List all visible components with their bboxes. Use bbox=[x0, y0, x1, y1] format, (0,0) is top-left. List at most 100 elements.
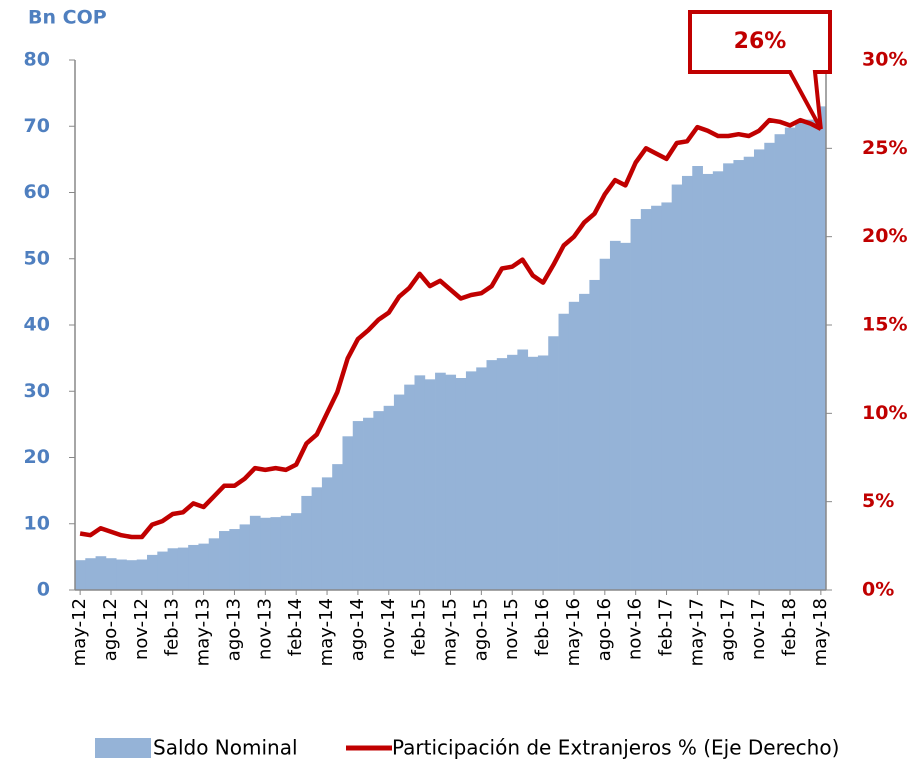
bar bbox=[363, 417, 374, 590]
bar bbox=[795, 122, 806, 590]
bar bbox=[517, 349, 529, 590]
bar bbox=[414, 375, 426, 590]
bar bbox=[136, 559, 148, 590]
x-tick-label: may-15 bbox=[440, 598, 461, 666]
x-tick-label: feb-18 bbox=[779, 598, 800, 656]
x-tick-label: ago-17 bbox=[717, 598, 738, 661]
bar bbox=[702, 173, 714, 590]
bar bbox=[815, 106, 827, 590]
bar bbox=[126, 560, 138, 590]
line bbox=[79, 117, 822, 540]
bar bbox=[486, 360, 498, 590]
x-tick-label: nov-14 bbox=[378, 598, 399, 660]
bar bbox=[291, 513, 302, 590]
bar bbox=[383, 405, 395, 590]
x-tick-label: may-14 bbox=[316, 598, 337, 666]
bar bbox=[424, 379, 436, 590]
bar bbox=[105, 558, 117, 590]
x-tick-label: may-12 bbox=[69, 598, 90, 666]
y-tick-label: 80 bbox=[24, 49, 50, 71]
y-tick-label: 0 bbox=[37, 579, 50, 601]
bar bbox=[640, 209, 652, 590]
bar bbox=[805, 119, 817, 590]
bar bbox=[445, 374, 457, 590]
y2-tick-label: 20% bbox=[862, 225, 907, 247]
bar bbox=[157, 551, 168, 590]
bar bbox=[671, 184, 683, 591]
bar bbox=[188, 544, 199, 590]
legend-label: Saldo Nominal bbox=[153, 736, 298, 760]
x-tick-label: nov-12 bbox=[131, 598, 152, 660]
y2-tick-label: 5% bbox=[862, 490, 894, 512]
bar bbox=[455, 378, 467, 590]
bar bbox=[527, 356, 539, 590]
x-tick-label: ago-12 bbox=[100, 598, 121, 661]
bar bbox=[311, 487, 323, 590]
bar bbox=[270, 517, 282, 590]
bar bbox=[75, 560, 86, 590]
bar bbox=[681, 175, 693, 590]
bar bbox=[147, 554, 158, 590]
y-tick-label: 70 bbox=[24, 115, 50, 137]
bar bbox=[393, 394, 405, 590]
bar bbox=[465, 371, 477, 590]
bar bbox=[661, 202, 673, 590]
bar bbox=[507, 354, 518, 590]
bar bbox=[568, 301, 580, 590]
bar bbox=[198, 543, 210, 590]
bar bbox=[753, 149, 765, 590]
x-tick-label: may-16 bbox=[563, 598, 584, 666]
bar bbox=[774, 134, 786, 590]
bar bbox=[609, 240, 621, 591]
x-tick-label: nov-17 bbox=[748, 598, 769, 660]
bar bbox=[85, 558, 96, 590]
bar bbox=[332, 464, 343, 590]
y2-tick-label: 15% bbox=[862, 314, 907, 336]
y-tick-label: 20 bbox=[24, 446, 50, 468]
x-tick-label: ago-14 bbox=[347, 598, 368, 661]
y-tick-label: 10 bbox=[24, 512, 50, 534]
bar bbox=[558, 313, 570, 590]
legend-label: Participación de Extranjeros % (Eje Dere… bbox=[392, 736, 839, 760]
x-tick-label: may-13 bbox=[193, 598, 214, 666]
bar bbox=[651, 205, 662, 590]
x-tick-label: feb-13 bbox=[162, 598, 183, 656]
bar bbox=[208, 538, 220, 590]
bar bbox=[764, 142, 775, 590]
y2-tick-label: 25% bbox=[862, 137, 907, 159]
x-tick-label: may-18 bbox=[810, 598, 831, 666]
bar bbox=[743, 156, 755, 590]
y2-tick-label: 30% bbox=[862, 49, 907, 71]
x-tick-label: feb-14 bbox=[285, 598, 306, 656]
bar bbox=[239, 524, 251, 590]
y-tick-label: 30 bbox=[24, 380, 50, 402]
y-tick-label: 40 bbox=[24, 314, 50, 336]
bar bbox=[476, 367, 487, 590]
x-tick-label: nov-16 bbox=[625, 598, 646, 660]
annotation-box bbox=[688, 10, 832, 130]
bar bbox=[229, 529, 241, 590]
y2-tick-label: 0% bbox=[862, 579, 894, 601]
bar bbox=[435, 372, 446, 590]
bar bbox=[373, 411, 385, 590]
bar bbox=[167, 548, 179, 590]
bar bbox=[404, 384, 415, 590]
bar bbox=[784, 127, 796, 590]
bar bbox=[352, 421, 364, 590]
bar bbox=[630, 219, 642, 590]
bar bbox=[692, 166, 703, 590]
bar bbox=[620, 242, 631, 590]
x-tick-label: nov-13 bbox=[254, 598, 275, 660]
bar bbox=[116, 559, 127, 590]
x-tick-label: may-17 bbox=[686, 598, 707, 666]
bar bbox=[599, 258, 611, 590]
bar bbox=[589, 279, 601, 590]
bar bbox=[733, 160, 745, 590]
bar bbox=[537, 355, 549, 590]
bar bbox=[95, 556, 107, 590]
x-tick-label: ago-15 bbox=[470, 598, 491, 661]
bar bbox=[177, 547, 189, 590]
bar bbox=[548, 336, 559, 590]
bar bbox=[342, 436, 354, 590]
